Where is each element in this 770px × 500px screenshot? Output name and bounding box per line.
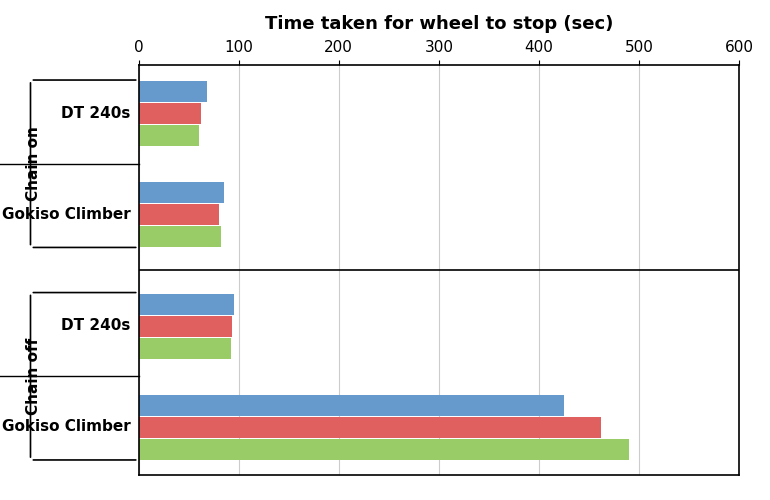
Bar xyxy=(139,125,199,146)
Bar xyxy=(139,316,232,336)
Bar xyxy=(139,226,221,248)
Text: Chain off: Chain off xyxy=(26,338,41,415)
Bar xyxy=(139,395,564,416)
Bar xyxy=(139,417,601,438)
Bar xyxy=(139,103,201,124)
Text: Gokiso Climber: Gokiso Climber xyxy=(2,420,131,434)
Text: Chain on: Chain on xyxy=(26,126,41,201)
Title: Time taken for wheel to stop (sec): Time taken for wheel to stop (sec) xyxy=(265,15,613,33)
Text: DT 240s: DT 240s xyxy=(62,318,131,333)
Text: DT 240s: DT 240s xyxy=(62,106,131,120)
Bar xyxy=(139,81,206,102)
Bar xyxy=(139,338,231,358)
Bar xyxy=(139,294,234,314)
Bar xyxy=(139,182,223,204)
Bar xyxy=(139,204,219,226)
Bar xyxy=(139,439,629,460)
Text: Gokiso Climber: Gokiso Climber xyxy=(2,207,131,222)
